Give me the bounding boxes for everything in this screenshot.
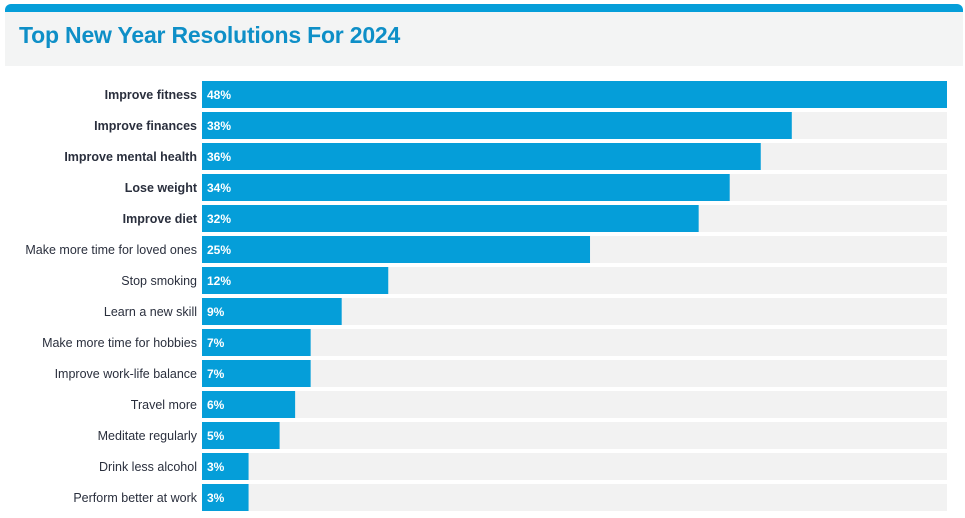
bar-perform-better-at-work xyxy=(202,484,249,511)
category-label-stop-smoking: Stop smoking xyxy=(121,274,197,288)
category-label-drink-less-alcohol: Drink less alcohol xyxy=(99,460,197,474)
value-label-lose-weight: 34% xyxy=(207,181,231,195)
bar-drink-less-alcohol xyxy=(202,453,249,480)
bar-track-improve-work-life-balance xyxy=(202,360,947,387)
category-label-make-more-time-for-hobbies: Make more time for hobbies xyxy=(42,336,197,350)
value-label-improve-finances: 38% xyxy=(207,119,231,133)
top-accent-stripe xyxy=(5,4,963,12)
value-label-stop-smoking: 12% xyxy=(207,274,231,288)
bar-meditate-regularly xyxy=(202,422,280,449)
bar-improve-fitness xyxy=(202,81,947,108)
category-label-improve-work-life-balance: Improve work-life balance xyxy=(55,367,197,381)
bar-improve-diet xyxy=(202,205,699,232)
bar-track-drink-less-alcohol xyxy=(202,453,947,480)
bar-track-perform-better-at-work xyxy=(202,484,947,511)
category-label-meditate-regularly: Meditate regularly xyxy=(98,429,198,443)
value-label-improve-mental-health: 36% xyxy=(207,150,231,164)
bar-track-travel-more xyxy=(202,391,947,418)
category-label-improve-mental-health: Improve mental health xyxy=(64,150,197,164)
bar-improve-work-life-balance xyxy=(202,360,311,387)
value-label-improve-diet: 32% xyxy=(207,212,231,226)
chart-header: Top New Year Resolutions For 2024 xyxy=(5,12,963,66)
category-label-improve-finances: Improve finances xyxy=(94,119,197,133)
bar-track-make-more-time-for-hobbies xyxy=(202,329,947,356)
category-label-travel-more: Travel more xyxy=(131,398,197,412)
value-label-perform-better-at-work: 3% xyxy=(207,491,225,505)
category-label-make-more-time-for-loved-ones: Make more time for loved ones xyxy=(25,243,197,257)
bar-improve-finances xyxy=(202,112,792,139)
bar-make-more-time-for-hobbies xyxy=(202,329,311,356)
bar-stop-smoking xyxy=(202,267,389,294)
chart-title: Top New Year Resolutions For 2024 xyxy=(19,22,401,48)
bar-improve-mental-health xyxy=(202,143,761,170)
bar-travel-more xyxy=(202,391,296,418)
bar-track-meditate-regularly xyxy=(202,422,947,449)
category-label-improve-diet: Improve diet xyxy=(123,212,198,226)
value-label-make-more-time-for-loved-ones: 25% xyxy=(207,243,231,257)
value-label-travel-more: 6% xyxy=(207,398,225,412)
category-label-improve-fitness: Improve fitness xyxy=(105,88,197,102)
category-label-learn-a-new-skill: Learn a new skill xyxy=(104,305,197,319)
bar-make-more-time-for-loved-ones xyxy=(202,236,591,263)
bar-lose-weight xyxy=(202,174,730,201)
category-label-lose-weight: Lose weight xyxy=(125,181,198,195)
value-label-make-more-time-for-hobbies: 7% xyxy=(207,336,225,350)
category-label-perform-better-at-work: Perform better at work xyxy=(73,491,197,505)
value-label-drink-less-alcohol: 3% xyxy=(207,460,225,474)
value-label-learn-a-new-skill: 9% xyxy=(207,305,225,319)
bar-learn-a-new-skill xyxy=(202,298,342,325)
value-label-improve-fitness: 48% xyxy=(207,88,231,102)
value-label-meditate-regularly: 5% xyxy=(207,429,225,443)
value-label-improve-work-life-balance: 7% xyxy=(207,367,225,381)
